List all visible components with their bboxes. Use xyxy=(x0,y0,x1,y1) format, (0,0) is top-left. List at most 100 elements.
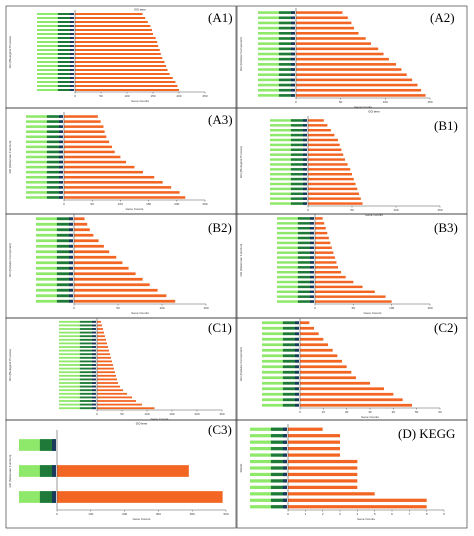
category-label-bar xyxy=(270,197,307,200)
category-label-bar xyxy=(37,29,74,31)
category-label-bar-shade xyxy=(270,498,287,502)
x-tick-label: 8 xyxy=(426,512,428,516)
category-label-bar-shade xyxy=(290,197,307,200)
bar xyxy=(296,73,407,76)
x-tick-label: 30 xyxy=(368,410,372,414)
category-label-bar-shade xyxy=(297,222,314,225)
category-label-bar-end xyxy=(303,143,307,147)
bar xyxy=(75,21,148,23)
category-label-bar xyxy=(26,170,63,174)
category-label-bar-end xyxy=(59,170,63,174)
bar xyxy=(315,241,331,245)
x-axis-label: Gene Counts xyxy=(131,99,149,103)
bar xyxy=(300,387,384,391)
category-label-bar-end xyxy=(92,328,96,330)
category-label-bar-end xyxy=(70,53,74,55)
bar xyxy=(64,181,163,184)
category-label-bar-end xyxy=(283,479,287,483)
category-label-bar xyxy=(26,196,63,199)
category-label-bar-end xyxy=(69,266,73,270)
category-label-bar xyxy=(37,85,74,87)
category-label-bar xyxy=(36,283,73,287)
x-tick-label: 0 xyxy=(287,512,289,516)
category-label-bar xyxy=(36,294,73,298)
bar xyxy=(97,378,117,381)
category-label-bar-shade xyxy=(79,346,96,348)
x-axis-label: Gene Counts xyxy=(357,517,375,521)
bar xyxy=(97,346,108,348)
category-label-bar-end xyxy=(59,115,63,118)
category-label-bar xyxy=(277,271,314,274)
category-label-bar-shade xyxy=(79,400,96,402)
category-label-bar-shade xyxy=(46,175,63,179)
bar xyxy=(296,11,343,14)
category-label-bar xyxy=(258,73,295,76)
category-label-bar-end xyxy=(92,335,96,338)
category-label-bar-shade xyxy=(79,403,96,406)
bar xyxy=(75,33,153,35)
category-label-bar-end xyxy=(310,266,314,269)
x-tick-label: 5 xyxy=(374,512,376,516)
category-label-bar-shade xyxy=(79,331,96,334)
bar xyxy=(296,47,379,51)
category-label-bar-end xyxy=(291,42,295,45)
y-axis-label: GO (Biological Process) xyxy=(239,146,243,178)
category-label-bar xyxy=(36,255,73,259)
panel-C1: 0 50 100 150 200 250 Gene Counts GO (Biological… xyxy=(5,317,237,421)
category-label-bar-shade xyxy=(57,81,74,83)
bar xyxy=(74,244,104,248)
category-label-bar-shade xyxy=(270,485,287,489)
bar xyxy=(64,191,180,194)
category-label-bar xyxy=(262,359,299,363)
x-tick-label: 100 xyxy=(389,306,394,310)
category-label-bar-shade xyxy=(57,57,74,59)
bar xyxy=(97,407,155,410)
category-label-bar xyxy=(59,353,96,356)
x-tick-label: 0 xyxy=(295,100,297,104)
category-label-bar-shade xyxy=(290,192,307,195)
category-label-bar xyxy=(277,231,314,235)
x-tick-label: 150 xyxy=(146,202,151,206)
category-label-bar-shade xyxy=(46,155,63,159)
category-label-bar-shade xyxy=(79,324,96,327)
bar xyxy=(74,288,158,292)
category-label-bar-end xyxy=(92,371,96,374)
bar xyxy=(288,459,358,464)
x-tick-label: 100 xyxy=(144,412,149,416)
x-axis-label: Gene Counts xyxy=(133,517,151,521)
category-label-bar-shade xyxy=(46,115,63,118)
category-label-bar xyxy=(258,63,295,66)
category-label-bar xyxy=(262,370,299,374)
bar xyxy=(308,173,352,176)
category-label-bar-shade xyxy=(278,21,295,25)
category-label-bar-shade xyxy=(46,145,63,149)
category-label-bar-end xyxy=(303,148,307,151)
category-label-bar-end xyxy=(291,21,295,25)
category-label-bar-end xyxy=(70,69,74,71)
category-label-bar-end xyxy=(69,294,73,298)
category-label-bar xyxy=(277,217,314,220)
category-label-bar-shade xyxy=(282,326,299,330)
bar xyxy=(288,472,358,477)
bar xyxy=(97,385,120,388)
bar xyxy=(300,370,352,374)
category-label-bar-shade xyxy=(297,246,314,249)
category-label-bar xyxy=(37,45,74,47)
category-label-bar-end xyxy=(291,73,295,76)
x-tick-label: 60 xyxy=(438,410,442,414)
category-label-bar xyxy=(59,342,96,345)
category-label-bar xyxy=(277,256,314,259)
category-label-bar-end xyxy=(70,65,74,67)
category-label-bar xyxy=(59,396,96,399)
y-axis-label: GO (Cellular Component) xyxy=(8,243,12,277)
category-label-bar xyxy=(250,498,287,502)
category-label-bar xyxy=(262,381,299,385)
category-label-bar xyxy=(258,11,295,14)
category-label-bar-end xyxy=(59,135,63,139)
x-axis-label: Gene Counts xyxy=(131,311,149,315)
category-label-bar-shade xyxy=(79,407,96,410)
category-label-bar-end xyxy=(70,13,74,15)
chart-title: GO term xyxy=(368,110,380,114)
category-label-bar xyxy=(262,348,299,352)
x-tick-label: 50 xyxy=(91,202,95,206)
